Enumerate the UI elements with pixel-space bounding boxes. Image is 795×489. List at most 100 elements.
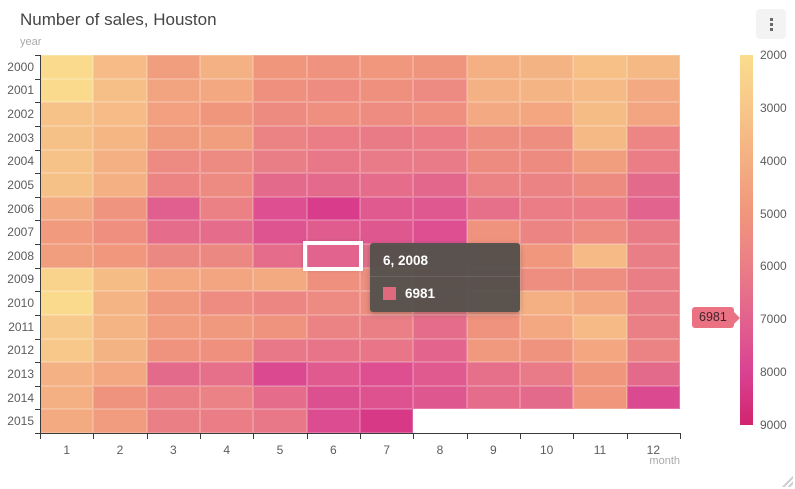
heatmap-cell[interactable] — [306, 220, 360, 244]
heatmap-cell[interactable] — [253, 173, 307, 197]
heatmap-cell[interactable] — [626, 220, 680, 244]
heatmap-cell[interactable] — [93, 385, 147, 410]
heatmap-cell[interactable] — [146, 291, 200, 315]
heatmap-cell[interactable] — [573, 291, 627, 315]
heatmap-cell[interactable] — [360, 102, 414, 126]
heatmap-cell[interactable] — [200, 78, 254, 103]
heatmap-cell[interactable] — [146, 149, 200, 174]
heatmap-cell[interactable] — [200, 125, 254, 150]
heatmap-cell[interactable] — [93, 362, 147, 386]
heatmap-cell[interactable] — [40, 102, 94, 126]
heatmap-cell[interactable] — [360, 385, 414, 410]
heatmap-cell[interactable] — [93, 149, 147, 174]
heatmap-cell[interactable] — [306, 149, 360, 174]
heatmap-cell[interactable] — [146, 220, 200, 244]
chart-menu-button[interactable] — [756, 9, 786, 39]
heatmap-cell[interactable] — [200, 220, 254, 244]
heatmap-cell[interactable] — [413, 385, 467, 410]
heatmap-cell[interactable] — [413, 102, 467, 126]
heatmap-cell[interactable] — [253, 338, 307, 363]
heatmap-cell[interactable] — [520, 338, 574, 363]
heatmap-cell[interactable] — [93, 196, 147, 221]
heatmap-cell[interactable] — [306, 291, 360, 315]
heatmap-cell[interactable] — [573, 102, 627, 126]
heatmap-cell[interactable] — [93, 220, 147, 244]
heatmap-cell[interactable] — [466, 220, 520, 244]
heatmap-cell[interactable] — [573, 173, 627, 197]
heatmap-cell[interactable] — [253, 385, 307, 410]
heatmap-cell[interactable] — [200, 362, 254, 386]
heatmap-cell[interactable] — [93, 314, 147, 339]
heatmap-cell[interactable] — [520, 291, 574, 315]
heatmap-cell[interactable] — [146, 409, 200, 433]
heatmap-cell[interactable] — [146, 362, 200, 386]
heatmap-cell[interactable] — [40, 291, 94, 315]
heatmap-cell[interactable] — [360, 125, 414, 150]
heatmap-cell[interactable] — [626, 267, 680, 292]
heatmap-cell[interactable] — [146, 338, 200, 363]
resize-handle-icon[interactable] — [780, 474, 793, 487]
heatmap-cell[interactable] — [200, 291, 254, 315]
heatmap-cell[interactable] — [360, 78, 414, 103]
heatmap-cell[interactable] — [253, 125, 307, 150]
heatmap-cell[interactable] — [573, 149, 627, 174]
heatmap-cell[interactable] — [520, 220, 574, 244]
heatmap-cell[interactable] — [573, 385, 627, 410]
heatmap-cell[interactable] — [573, 196, 627, 221]
heatmap-cell[interactable] — [466, 196, 520, 221]
heatmap-cell[interactable] — [626, 173, 680, 197]
heatmap-cell[interactable] — [626, 149, 680, 174]
heatmap-cell[interactable] — [306, 55, 360, 79]
heatmap-cell[interactable] — [573, 314, 627, 339]
heatmap-cell[interactable] — [520, 267, 574, 292]
heatmap-cell[interactable] — [253, 267, 307, 292]
heatmap-cell[interactable] — [40, 173, 94, 197]
heatmap-cell[interactable] — [520, 78, 574, 103]
heatmap-cell[interactable] — [573, 125, 627, 150]
heatmap-cell[interactable] — [253, 55, 307, 79]
heatmap-cell[interactable] — [626, 125, 680, 150]
heatmap-cell[interactable] — [40, 314, 94, 339]
heatmap-cell[interactable] — [573, 338, 627, 363]
heatmap-cell[interactable] — [306, 102, 360, 126]
heatmap-cell[interactable] — [413, 362, 467, 386]
heatmap-cell[interactable] — [413, 55, 467, 79]
heatmap-cell[interactable] — [520, 149, 574, 174]
heatmap-cell[interactable] — [466, 385, 520, 410]
heatmap-cell[interactable] — [413, 125, 467, 150]
heatmap-cell[interactable] — [40, 362, 94, 386]
heatmap-cell[interactable] — [573, 362, 627, 386]
heatmap-cell[interactable] — [253, 220, 307, 244]
heatmap-cell[interactable] — [306, 314, 360, 339]
heatmap-cell[interactable] — [253, 78, 307, 103]
heatmap-cell[interactable] — [360, 314, 414, 339]
heatmap-cell[interactable] — [626, 78, 680, 103]
heatmap-cell[interactable] — [306, 125, 360, 150]
heatmap-cell[interactable] — [360, 196, 414, 221]
heatmap-cell[interactable] — [360, 409, 414, 433]
heatmap-cell[interactable] — [253, 362, 307, 386]
heatmap-cell[interactable] — [253, 149, 307, 174]
heatmap-cell[interactable] — [573, 220, 627, 244]
heatmap-cell[interactable] — [466, 314, 520, 339]
heatmap-cell[interactable] — [93, 78, 147, 103]
heatmap-cell[interactable] — [146, 125, 200, 150]
heatmap-cell[interactable] — [360, 173, 414, 197]
heatmap-cell[interactable] — [253, 102, 307, 126]
heatmap-cell[interactable] — [40, 385, 94, 410]
heatmap-cell[interactable] — [413, 78, 467, 103]
heatmap-cell[interactable] — [253, 314, 307, 339]
heatmap-cell[interactable] — [40, 196, 94, 221]
heatmap-cell[interactable] — [520, 196, 574, 221]
heatmap-cell[interactable] — [520, 244, 574, 268]
heatmap-cell[interactable] — [413, 220, 467, 244]
heatmap-cell[interactable] — [466, 149, 520, 174]
heatmap-cell[interactable] — [520, 55, 574, 79]
heatmap-cell[interactable] — [200, 102, 254, 126]
heatmap-cell[interactable] — [40, 220, 94, 244]
heatmap-cell[interactable] — [146, 55, 200, 79]
heatmap-cell[interactable] — [626, 244, 680, 268]
heatmap-cell[interactable] — [146, 267, 200, 292]
heatmap-cell[interactable] — [626, 314, 680, 339]
heatmap-cell[interactable] — [93, 102, 147, 126]
